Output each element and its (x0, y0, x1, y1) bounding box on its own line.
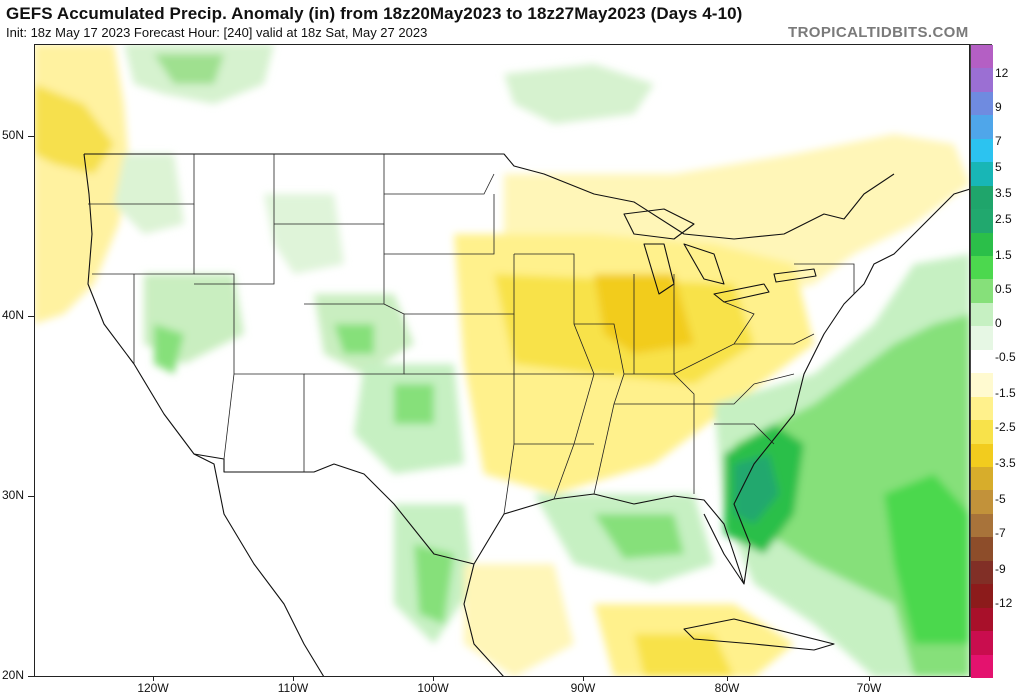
lat-tick-40 (28, 316, 34, 317)
lon-label-110: 110W (277, 681, 309, 695)
lat-label-40: 40N (2, 308, 25, 322)
colorbar-swatch (971, 467, 993, 491)
colorbar-label: -7 (995, 526, 1006, 540)
colorbar-swatch (971, 162, 993, 187)
colorbar-swatch (971, 349, 993, 374)
colorbar-swatch (971, 138, 993, 163)
lake-erie (713, 283, 770, 303)
lake-ontario (773, 268, 817, 283)
colorbar-swatch (971, 490, 993, 515)
cuba (683, 618, 835, 651)
lon-tick-90 (583, 677, 584, 681)
colorbar-swatch (971, 560, 993, 585)
gulf-coast (473, 493, 745, 585)
colorbar-swatch (971, 513, 993, 538)
colorbar-swatch (971, 209, 993, 234)
colorbar-swatch (971, 45, 993, 69)
colorbar-swatch (971, 420, 993, 445)
precip-anomaly-map (34, 44, 970, 677)
map-borders (83, 153, 970, 677)
colorbar-label: 3.5 (995, 186, 1012, 200)
lon-label-100: 100W (417, 681, 449, 695)
lon-label-70: 70W (856, 681, 882, 695)
colorbar-swatch (971, 654, 993, 679)
init-forecast-info: Init: 18z May 17 2023 Forecast Hour: [24… (6, 25, 428, 40)
west-coast (83, 153, 325, 677)
mexico-east-coast (463, 563, 505, 677)
colorbar-swatch (971, 302, 993, 327)
colorbar-label: 2.5 (995, 212, 1012, 226)
colorbar-swatch (971, 91, 993, 116)
lat-label-50: 50N (2, 128, 25, 142)
colorbar-swatch (971, 537, 993, 562)
colorbar-swatch (971, 396, 993, 421)
lat-tick-20 (28, 676, 34, 677)
colorbar-swatch (971, 185, 993, 210)
colorbar-label: -12 (995, 596, 1013, 610)
colorbar-label: 9 (995, 100, 1002, 114)
colorbar-label: 0 (995, 316, 1002, 330)
lon-label-80: 80W (714, 681, 740, 695)
colorbar-swatch (971, 115, 993, 140)
colorbar-swatch (971, 607, 993, 632)
colorbar-label: 1.5 (995, 248, 1012, 262)
colorbar-label: 12 (995, 66, 1009, 80)
colorbar-label: 0.5 (995, 282, 1012, 296)
colorbar-label: -0.5 (995, 350, 1016, 364)
colorbar-label: -1.5 (995, 386, 1016, 400)
us-canada-border (84, 153, 895, 240)
state-lines (88, 154, 855, 515)
colorbar-label: -9 (995, 562, 1006, 576)
lon-label-120: 120W (137, 681, 169, 695)
colorbar-swatch (971, 584, 993, 609)
anomaly-shading (34, 44, 970, 677)
colorbar-swatch (971, 279, 993, 304)
colorbar-swatch (971, 326, 993, 351)
colorbar-swatch (971, 232, 993, 257)
lat-tick-30 (28, 496, 34, 497)
lon-label-90: 90W (570, 681, 596, 695)
lon-tick-120 (153, 677, 154, 681)
lat-label-20: 20N (2, 668, 25, 682)
colorbar-swatch (971, 373, 993, 398)
colorbar (970, 44, 993, 679)
colorbar-label: 7 (995, 134, 1002, 148)
colorbar-swatch (971, 68, 993, 93)
colorbar-swatch (971, 631, 993, 656)
lake-superior (623, 208, 695, 240)
colorbar-label: -5 (995, 492, 1006, 506)
lon-tick-70 (869, 677, 870, 681)
lat-label-30: 30N (2, 488, 25, 502)
lon-tick-80 (727, 677, 728, 681)
lake-huron (683, 243, 725, 285)
east-coast (733, 188, 970, 585)
map-canvas (34, 44, 970, 677)
lon-tick-100 (433, 677, 434, 681)
colorbar-label: 5 (995, 160, 1002, 174)
lat-tick-50 (28, 136, 34, 137)
colorbar-swatch (971, 443, 993, 468)
brand-watermark: TROPICALTIDBITS.COM (788, 24, 969, 41)
chart-title: GEFS Accumulated Precip. Anomaly (in) fr… (6, 4, 743, 23)
lon-tick-110 (293, 677, 294, 681)
us-mexico-border (193, 453, 475, 565)
colorbar-label: -2.5 (995, 420, 1016, 434)
colorbar-swatch (971, 256, 993, 280)
colorbar-label: -3.5 (995, 456, 1016, 470)
